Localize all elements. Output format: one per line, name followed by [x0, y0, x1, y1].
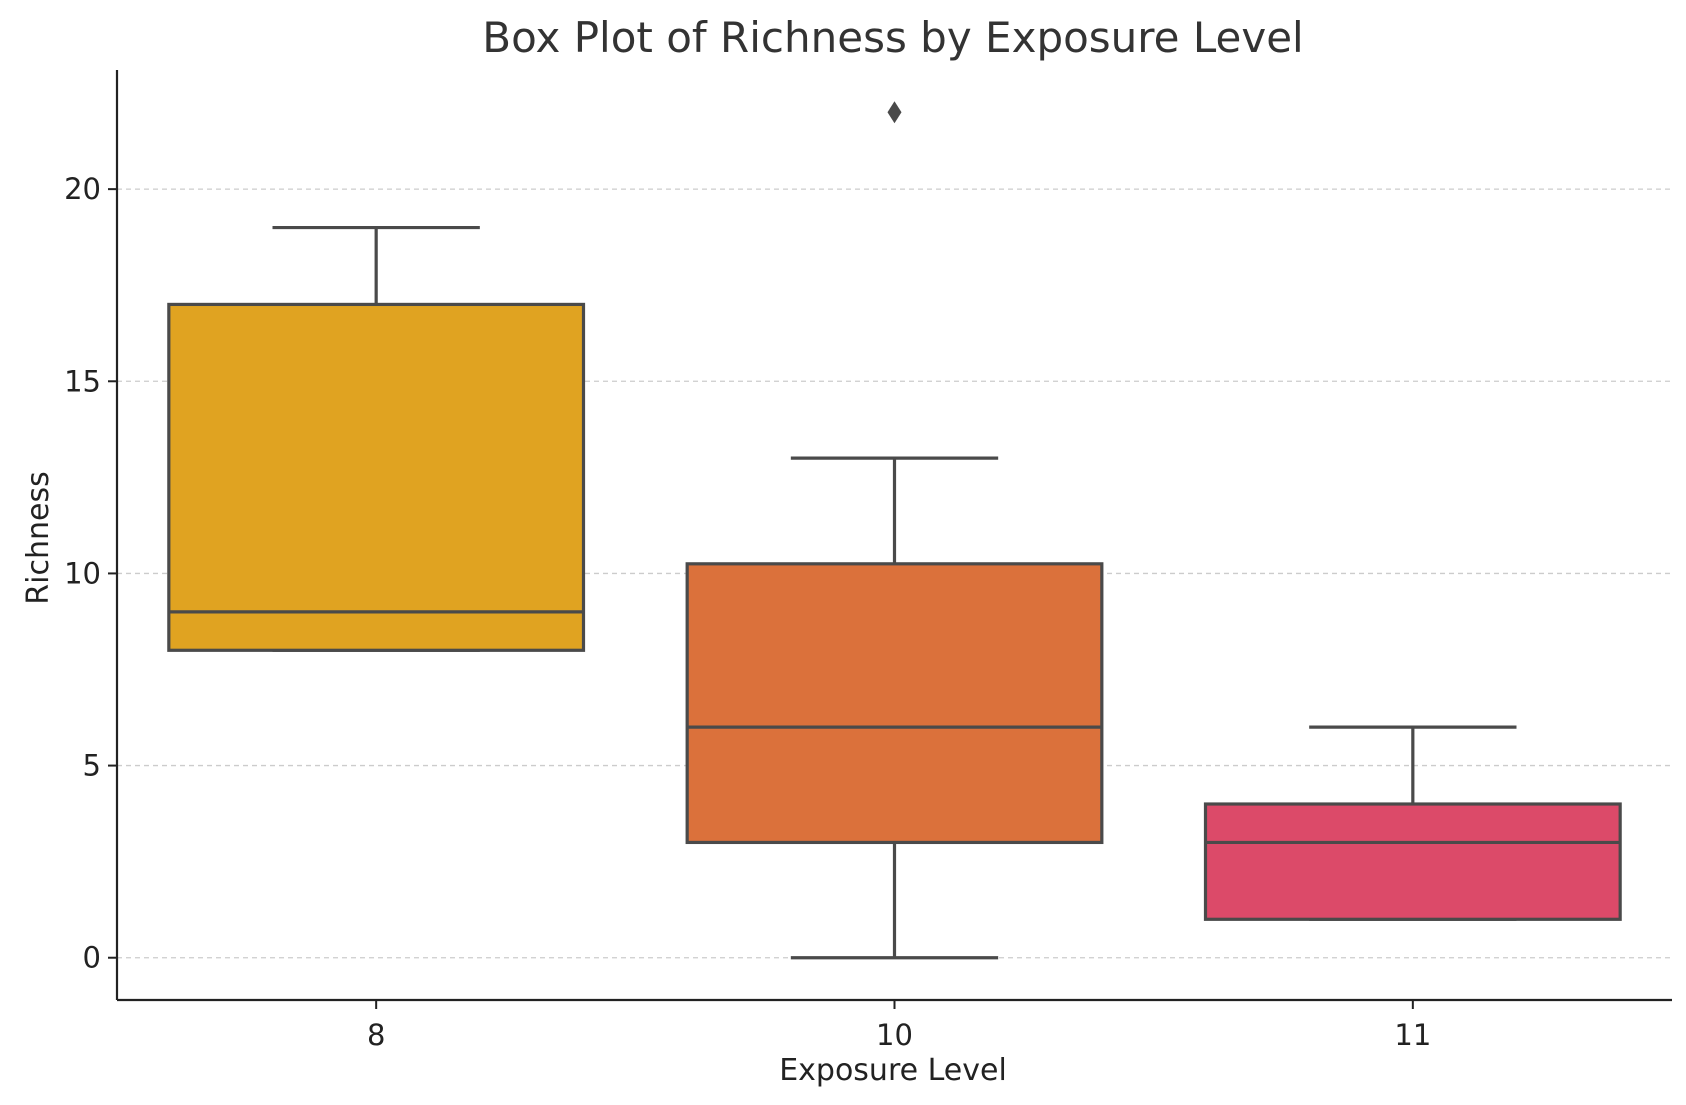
box-group-8 — [167, 225, 586, 652]
y-axis-label: Richness — [21, 471, 56, 604]
x-tick-label: 10 — [876, 1018, 913, 1052]
y-tick-label: 5 — [83, 749, 101, 783]
y-tick-label: 0 — [83, 941, 101, 975]
x-tick-label: 8 — [367, 1018, 385, 1052]
iqr-box — [685, 562, 1104, 845]
iqr-box — [167, 302, 586, 652]
y-tick-label: 10 — [64, 556, 101, 590]
chart-title: Box Plot of Richness by Exposure Level — [482, 13, 1303, 62]
axis-layer: 0 5 10 15 20 8 10 11 — [64, 70, 1672, 1052]
x-tick-label: 11 — [1394, 1018, 1431, 1052]
outlier-point — [887, 101, 902, 124]
box-layer — [167, 101, 1622, 960]
iqr-box — [1203, 802, 1622, 921]
box-group-11 — [1203, 725, 1622, 921]
x-axis-label: Exposure Level — [779, 1053, 1007, 1088]
box-group-10 — [685, 101, 1104, 960]
y-tick-label: 20 — [64, 172, 101, 206]
y-tick-label: 15 — [64, 364, 101, 398]
